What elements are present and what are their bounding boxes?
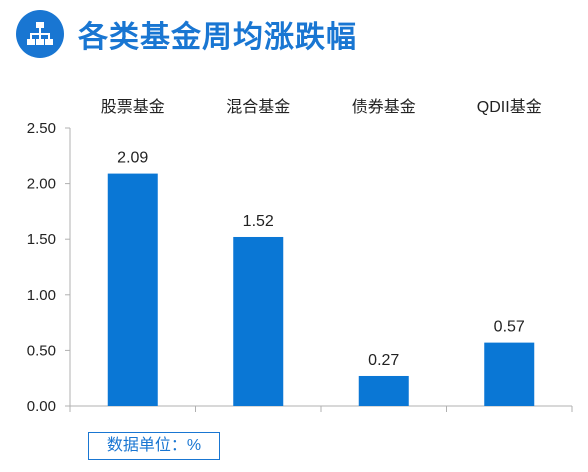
category-label: 股票基金 bbox=[101, 98, 165, 116]
data-label: 2.09 bbox=[117, 150, 148, 167]
y-tick-label: 0.00 bbox=[27, 398, 56, 415]
y-tick-label: 1.00 bbox=[27, 287, 56, 304]
data-label: 1.52 bbox=[243, 213, 274, 230]
y-tick-label: 0.50 bbox=[27, 342, 56, 359]
category-label: 债券基金 bbox=[352, 98, 416, 116]
y-tick-label: 1.50 bbox=[27, 231, 56, 248]
bar bbox=[233, 236, 284, 406]
data-label: 0.27 bbox=[368, 352, 399, 369]
header: 各类基金周均涨跌幅 bbox=[0, 0, 588, 80]
org-chart-icon bbox=[16, 10, 64, 58]
bar bbox=[484, 342, 535, 406]
category-label: QDII基金 bbox=[477, 98, 542, 116]
data-label: 0.57 bbox=[494, 319, 525, 336]
bar bbox=[358, 375, 409, 406]
bar-chart: 0.00 0.50 1.00 1.50 2.00 2.50 2.09 股票基金 1.52 混合基金… bbox=[27, 98, 573, 415]
category-label: 混合基金 bbox=[226, 98, 290, 116]
page-title: 各类基金周均涨跌幅 bbox=[78, 21, 357, 54]
y-tick-label: 2.00 bbox=[27, 176, 56, 193]
bar bbox=[107, 173, 158, 406]
unit-note: 数据单位：% bbox=[88, 432, 220, 460]
y-tick-label: 2.50 bbox=[27, 120, 56, 137]
